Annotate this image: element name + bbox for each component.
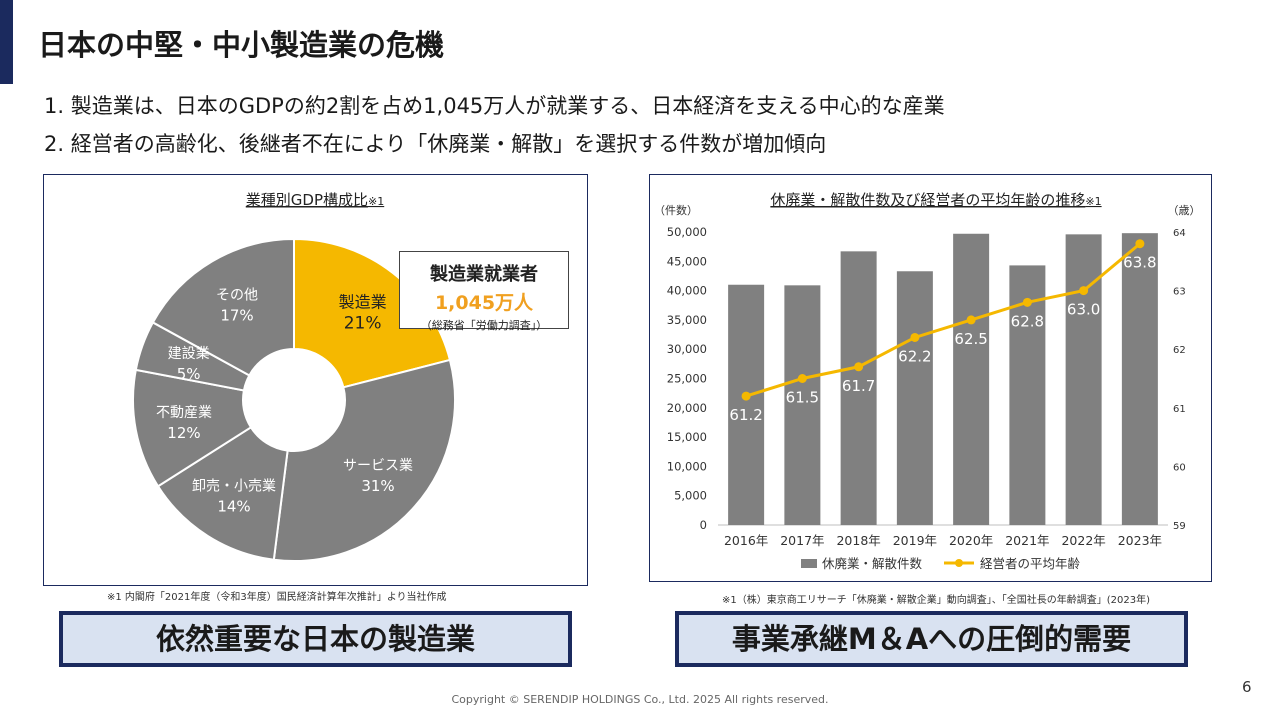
- pie-value-3: 12%: [167, 424, 200, 442]
- y-right-axis-label: （歳）: [1168, 204, 1201, 217]
- gdp-pie-chart: 業種別GDP構成比※1 製造業 21% サービス業 31% 卸売・小売業 14% 不動産業 1…: [132, 191, 456, 562]
- pie-label-5: その他: [216, 288, 258, 304]
- pie-value-1: 31%: [361, 477, 394, 495]
- age-label-0: 61.2: [729, 406, 762, 424]
- pie-slice-2: [156, 425, 289, 561]
- pie-slice-3: [132, 368, 253, 488]
- legend-label-bars: 休廃業・解散件数: [822, 556, 923, 571]
- pie-value-4: 5%: [177, 365, 201, 383]
- y-left-tick-6: 20,000: [667, 401, 707, 415]
- pie-label-1: サービス業: [343, 458, 413, 474]
- legend-swatch-bars: [801, 559, 817, 568]
- bar-footnote: ※1（株）東京商工リサーチ「休廃業・解散企業」動向調査」、「全国社長の年齢調査」…: [722, 595, 1150, 606]
- pie-label-3: 不動産業: [156, 405, 212, 421]
- x-tick-0: 2016年: [724, 533, 768, 548]
- title-accent-bar: [0, 0, 13, 84]
- pie-chart-panel: 業種別GDP構成比※1 製造業 21% サービス業 31% 卸売・小売業 14% 不動産業 1…: [43, 174, 588, 586]
- y-right-tick-5: 59: [1173, 521, 1186, 532]
- pie-value-5: 17%: [220, 307, 253, 325]
- x-tick-2: 2018年: [836, 533, 880, 548]
- bar-2: [840, 251, 877, 525]
- y-left-axis-label: （件数）: [654, 204, 698, 217]
- callout-source: （総務省「労働力調査」）: [420, 319, 548, 332]
- age-point-5: [1022, 297, 1032, 307]
- age-label-7: 63.8: [1123, 254, 1156, 272]
- y-right-tick-2: 62: [1173, 345, 1186, 356]
- x-tick-6: 2022年: [1061, 533, 1105, 548]
- y-right-tick-1: 63: [1173, 287, 1186, 298]
- age-point-7: [1135, 239, 1145, 249]
- slide-title: 日本の中堅・中小製造業の危機: [38, 28, 445, 62]
- x-tick-7: 2023年: [1118, 533, 1162, 548]
- pie-label-2: 卸売・小売業: [192, 479, 276, 495]
- pie-label-0: 製造業: [339, 293, 387, 312]
- age-point-2: [854, 362, 864, 372]
- bar-1: [784, 285, 821, 525]
- bar-3: [896, 271, 933, 525]
- y-right-tick-3: 61: [1173, 404, 1186, 415]
- y-left-tick-4: 30,000: [667, 342, 707, 356]
- pie-value-2: 14%: [217, 498, 250, 516]
- pie-footnote: ※1 内閣府「2021年度（令和3年度）国民経済計算年次推計」より当社作成: [107, 592, 447, 603]
- y-left-tick-9: 5,000: [674, 489, 707, 503]
- y-left-tick-0: 50,000: [667, 225, 707, 239]
- pie-slice-1: [272, 358, 456, 562]
- y-left-tick-1: 45,000: [667, 254, 707, 268]
- age-point-4: [966, 315, 976, 325]
- legend-label-line: 経営者の平均年齢: [980, 556, 1081, 571]
- x-tick-4: 2020年: [949, 533, 993, 548]
- bar-6: [1065, 234, 1102, 525]
- closures-bar-line-chart: 休廃業・解散件数及び経営者の平均年齢の推移※1 （件数） （歳） 50,000 4…: [654, 191, 1201, 571]
- pie-chart-title: 業種別GDP構成比※1: [246, 191, 384, 209]
- y-right-tick-4: 60: [1173, 462, 1186, 473]
- y-left-tick-5: 25,000: [667, 372, 707, 386]
- y-left-tick-3: 35,000: [667, 313, 707, 327]
- age-point-6: [1079, 286, 1089, 296]
- age-label-5: 62.8: [1011, 312, 1044, 330]
- age-label-1: 61.5: [786, 389, 819, 407]
- copyright: Copyright © SERENDIP HOLDINGS Co., Ltd. …: [451, 693, 829, 706]
- age-label-2: 61.7: [842, 377, 875, 395]
- page-number: 6: [1242, 678, 1252, 696]
- y-right-tick-0: 64: [1173, 228, 1186, 239]
- pie-value-0: 21%: [344, 314, 382, 334]
- banner-manufacturing-importance: 依然重要な日本の製造業: [59, 611, 572, 667]
- age-point-1: [797, 374, 807, 383]
- bar-chart-title: 休廃業・解散件数及び経営者の平均年齢の推移※1: [770, 191, 1101, 209]
- bar-0: [728, 284, 765, 525]
- pie-slice-5: [151, 237, 295, 377]
- bullet-1: 1. 製造業は、日本のGDPの約2割を占め1,045万人が就業する、日本経済を支…: [44, 94, 945, 118]
- bullet-2: 2. 経営者の高齢化、後継者不在により「休廃業・解散」を選択する件数が増加傾向: [44, 132, 827, 156]
- callout-value: 1,045万人: [434, 292, 534, 314]
- bar-chart-panel: 休廃業・解散件数及び経営者の平均年齢の推移※1 （件数） （歳） 50,000 4…: [649, 174, 1212, 582]
- age-label-3: 62.2: [898, 347, 931, 365]
- age-point-0: [741, 391, 751, 401]
- y-left-tick-10: 0: [700, 518, 707, 532]
- bar-7: [1121, 233, 1158, 525]
- x-tick-1: 2017年: [780, 533, 824, 548]
- bar-5: [1009, 265, 1046, 525]
- age-point-3: [910, 332, 920, 342]
- pie-label-4: 建設業: [168, 346, 210, 362]
- age-label-4: 62.5: [954, 330, 987, 348]
- age-label-6: 63.0: [1067, 301, 1100, 319]
- y-left-tick-8: 10,000: [667, 459, 707, 473]
- callout-heading: 製造業就業者: [430, 264, 538, 285]
- banner-ma-demand: 事業承継M＆Aへの圧倒的需要: [675, 611, 1188, 667]
- x-tick-3: 2019年: [893, 533, 937, 548]
- employment-callout: 製造業就業者 1,045万人 （総務省「労働力調査」）: [399, 251, 569, 332]
- x-tick-5: 2021年: [1005, 533, 1049, 548]
- bar-4: [953, 233, 990, 525]
- age-line: [745, 242, 1141, 398]
- legend-swatch-line-marker: [955, 559, 963, 567]
- pie-slice-0: [293, 237, 452, 389]
- y-left-tick-7: 15,000: [667, 430, 707, 444]
- y-left-tick-2: 40,000: [667, 284, 707, 298]
